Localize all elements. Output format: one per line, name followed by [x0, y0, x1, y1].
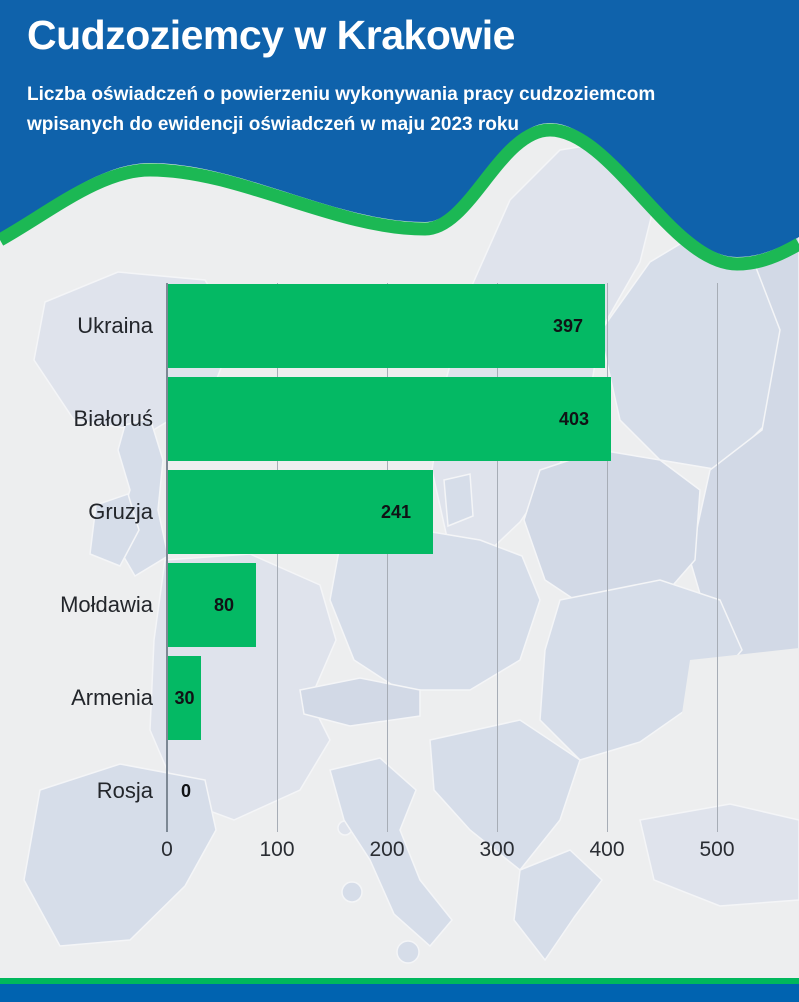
- bar-armenia: [168, 656, 201, 740]
- y-axis-line: [166, 283, 168, 832]
- header-wave: [0, 0, 799, 271]
- header: Cudzoziemcy w Krakowie Liczba oświadczeń…: [0, 0, 799, 280]
- value-label-2: 241: [380, 502, 411, 522]
- footer-green-stripe: [0, 978, 799, 984]
- x-tick-label: 400: [589, 838, 625, 861]
- page-title: Cudzoziemcy w Krakowie: [27, 12, 515, 58]
- gridline-x100: [277, 283, 278, 832]
- x-tick-label: 0: [161, 838, 173, 861]
- x-tick-label: 500: [699, 838, 735, 861]
- gridline-x500: [717, 283, 718, 832]
- value-label-0: 397: [552, 316, 583, 336]
- x-tick-label: 100: [259, 838, 295, 861]
- footer-blue-bar: [0, 984, 799, 1002]
- value-label-3: 80: [213, 595, 234, 615]
- bar-gruzja: [168, 470, 433, 554]
- gridline-x200: [387, 283, 388, 832]
- category-label-1: Białoruś: [73, 406, 153, 431]
- x-tick-label: 200: [369, 838, 405, 861]
- category-label-5: Rosja: [96, 778, 153, 803]
- category-label-4: Armenia: [71, 685, 153, 710]
- gridline-x300: [497, 283, 498, 832]
- category-label-3: Mołdawia: [60, 592, 153, 617]
- x-tick-label: 300: [479, 838, 515, 861]
- value-label-4: 30: [174, 688, 195, 708]
- bar-białoruś: [168, 377, 611, 461]
- page-subtitle: Liczba oświadczeń o powierzeniu wykonywa…: [27, 84, 656, 135]
- gridline-x400: [607, 283, 608, 832]
- footer: [0, 978, 799, 1002]
- value-label-1: 403: [558, 409, 589, 429]
- category-label-2: Gruzja: [88, 499, 153, 524]
- bar-ukraina: [168, 284, 605, 368]
- value-label-5: 0: [181, 781, 192, 801]
- category-label-0: Ukraina: [77, 313, 153, 338]
- bar-mołdawia: [168, 563, 256, 647]
